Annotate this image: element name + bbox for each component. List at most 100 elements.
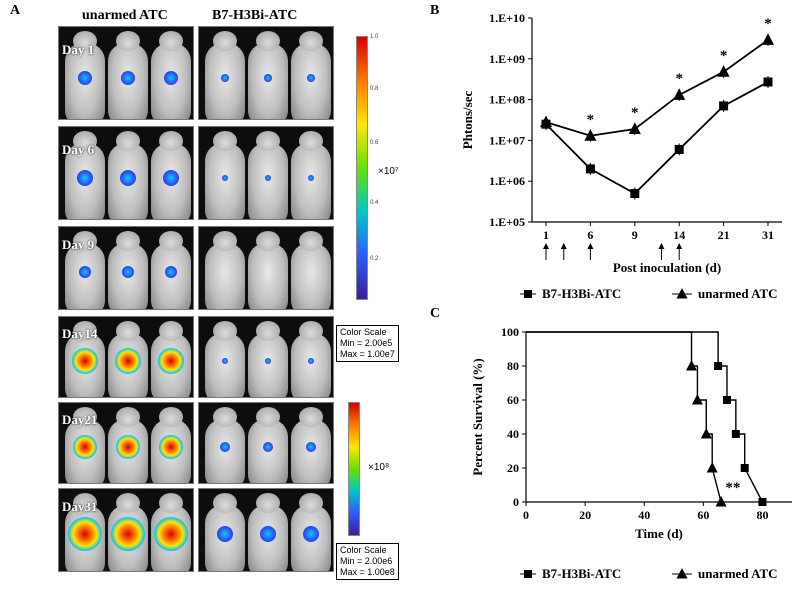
image-b7h3bi-atc (198, 226, 334, 310)
data-point-b7h3bi (731, 430, 740, 438)
x-tick-label: 0 (523, 508, 529, 522)
mouse-silhouette (248, 493, 288, 571)
color-scale-bar-1 (356, 36, 368, 300)
data-point-b7h3bi (740, 464, 749, 472)
y-tick-label: 1.E+10 (489, 11, 525, 25)
survival-line-b7h3bi (526, 331, 764, 503)
bioluminescence-signal (306, 442, 316, 452)
bioluminescence-signal (308, 358, 314, 364)
treatment-arrow-head (676, 243, 683, 249)
bioluminescence-signal (77, 169, 93, 186)
color-scale-title: Color Scale (340, 327, 387, 337)
mouse-silhouette (248, 31, 288, 119)
data-point-b7h3bi (758, 498, 767, 506)
x-tick-label: 31 (762, 228, 774, 242)
bioluminescence-signal (121, 70, 135, 85)
significance-marker: * (720, 48, 728, 64)
bioluminescence-signal (308, 174, 314, 181)
colorbar1-multiplier: ×10⁷ (378, 166, 399, 177)
bioluminescence-signal (72, 348, 98, 374)
data-point-unarmed (691, 394, 703, 405)
data-point-unarmed (673, 88, 686, 100)
image-unarmed-atc (58, 316, 194, 398)
x-axis-label: Time (d) (635, 526, 683, 541)
mouse-silhouette (65, 321, 105, 397)
mouse-silhouette (248, 321, 288, 397)
image-b7h3bi-atc (198, 316, 334, 398)
mouse-silhouette (151, 231, 191, 309)
y-axis-label: Phtons/sec (460, 91, 475, 150)
bioluminescence-signal (111, 517, 145, 552)
image-b7h3bi-atc (198, 488, 334, 572)
bioluminescence-signal (116, 435, 140, 459)
mouse-silhouette (151, 31, 191, 119)
bioluminescence-signal (79, 266, 91, 279)
data-point-unarmed (715, 496, 727, 507)
y-tick-label: 20 (507, 461, 519, 475)
mouse-silhouette (248, 231, 288, 309)
significance-marker: * (675, 71, 683, 87)
day-label: Day31 (62, 499, 98, 514)
mouse-silhouette (291, 231, 331, 309)
panel-c-letter: C (430, 306, 441, 321)
mouse-silhouette (291, 493, 331, 571)
significance-marker: * (764, 16, 772, 32)
mouse-silhouette (248, 407, 288, 483)
data-point-unarmed (628, 122, 641, 134)
data-point-b7h3bi (722, 396, 731, 404)
bioluminescence-signal (263, 442, 273, 452)
column-header-b7h3bi: B7-H3Bi-ATC (212, 8, 298, 23)
mouse-silhouette (151, 131, 191, 219)
mouse-silhouette (151, 321, 191, 397)
x-tick-label: 9 (632, 228, 638, 242)
x-tick-label: 40 (638, 508, 650, 522)
color-scale-min: Min = 2.00e6 (340, 556, 393, 566)
bioluminescence-signal (73, 435, 97, 459)
mouse-silhouette (291, 131, 331, 219)
x-tick-label: 1 (543, 228, 549, 242)
data-point-unarmed (686, 360, 698, 371)
color-scale-box-2: Color Scale Min = 2.00e6 Max = 1.00e8 (336, 543, 399, 580)
mouse-silhouette (108, 131, 148, 219)
bioluminescence-signal (264, 73, 272, 82)
color-scale-min: Min = 2.00e5 (340, 338, 393, 348)
mouse-silhouette (65, 131, 105, 219)
legend-marker-unarmed (676, 288, 688, 299)
bioluminescence-signal (265, 358, 271, 364)
mouse-silhouette (291, 407, 331, 483)
mouse-silhouette (65, 31, 105, 119)
y-tick-label: 100 (501, 325, 519, 339)
colorbar2-multiplier: ×10⁸ (368, 462, 390, 473)
image-b7h3bi-atc (198, 26, 334, 120)
y-axis-label: Percent Survival (%) (470, 358, 485, 475)
bioluminescence-signal (260, 526, 276, 543)
legend-label-b7h3bi: B7-H3Bi-ATC (542, 566, 621, 581)
bioluminescence-signal (115, 348, 141, 374)
day-label: Day14 (62, 326, 98, 341)
column-header-unarmed: unarmed ATC (82, 8, 168, 23)
data-point-b7h3bi (630, 188, 640, 198)
mouse-silhouette (108, 493, 148, 571)
photon-flux-chart: 1.E+05 1.E+06 1.E+07 1.E+08 1.E+09 1.E+10 1 6 9 1… (460, 11, 782, 301)
mouse-silhouette (291, 321, 331, 397)
survival-line-unarmed (526, 331, 722, 503)
bioluminescence-signal (68, 517, 102, 552)
mouse-silhouette (205, 131, 245, 219)
colorbar1-tick: 0.4 (370, 200, 379, 206)
colorbar1-tick: 0.6 (370, 140, 379, 146)
mouse-silhouette (205, 231, 245, 309)
data-point-unarmed (700, 428, 712, 439)
color-scale-title: Color Scale (340, 545, 387, 555)
mouse-silhouette (205, 31, 245, 119)
series-line-b7h3bi (545, 81, 769, 195)
bioluminescence-signal (163, 169, 179, 186)
bioluminescence-signal (222, 358, 228, 364)
data-point-unarmed (717, 65, 730, 77)
data-point-unarmed (706, 462, 718, 473)
legend-label-b7h3bi: B7-H3Bi-ATC (542, 286, 621, 301)
data-point-unarmed (539, 115, 553, 128)
mouse-silhouette (65, 231, 105, 309)
y-tick-label: 0 (513, 495, 519, 509)
bioluminescence-signal (221, 73, 229, 82)
legend-marker-unarmed (676, 568, 688, 579)
